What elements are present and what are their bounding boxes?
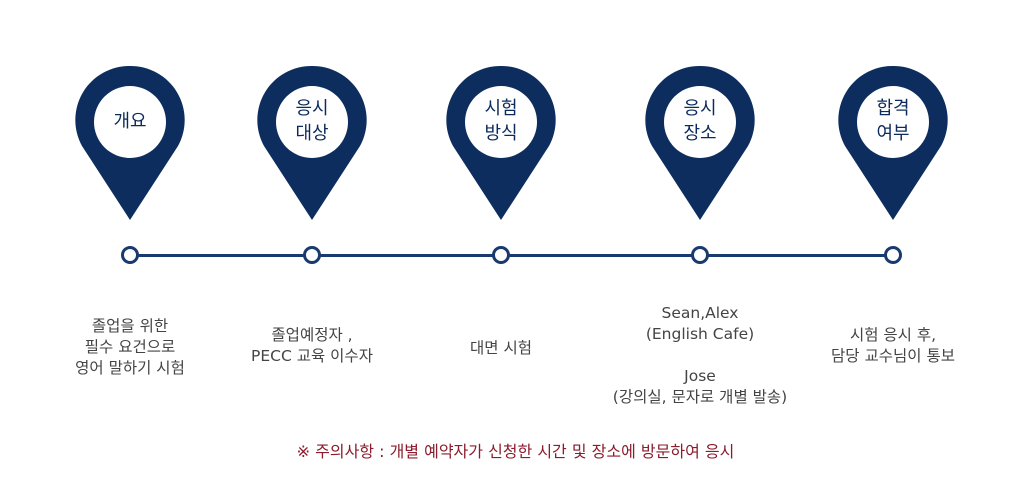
map-pin-icon (75, 65, 185, 220)
step-description-overview: 졸업을 위한 필수 요건으로 영어 말하기 시험 (75, 317, 185, 377)
pin-target: 응시 대상 (256, 64, 368, 224)
map-pin-icon (446, 65, 556, 220)
pin-label-target: 응시 대상 (295, 98, 329, 144)
notice-text: ※ 주의사항 : 개별 예약자가 신청한 시간 및 장소에 방문하여 응시 (296, 442, 735, 461)
timeline-node (492, 246, 510, 264)
timeline-line (130, 254, 896, 257)
timeline-node (884, 246, 902, 264)
map-pin-icon (257, 65, 367, 220)
step-description-target: 졸업예정자 , PECC 교육 이수자 (251, 326, 373, 365)
pin-label-overview: 개요 (113, 110, 147, 132)
timeline-node (691, 246, 709, 264)
map-pin-icon (645, 65, 755, 220)
step-description-location: Sean,Alex (English Cafe) Jose (강의실, 문자로 … (612, 304, 788, 406)
timeline-node (121, 246, 139, 264)
pin-overview: 개요 (74, 64, 186, 224)
timeline-node (303, 246, 321, 264)
step-description-method: 대면 시험 (470, 339, 532, 357)
pin-label-method: 시험 방식 (484, 98, 518, 144)
pin-label-result: 합격 여부 (876, 98, 910, 144)
pin-location: 응시 장소 (644, 64, 756, 224)
pin-result: 합격 여부 (837, 64, 949, 224)
pin-method: 시험 방식 (445, 64, 557, 224)
pin-label-location: 응시 장소 (683, 98, 717, 144)
map-pin-icon (838, 65, 948, 220)
step-description-result: 시험 응시 후, 담당 교수님이 통보 (831, 326, 955, 365)
